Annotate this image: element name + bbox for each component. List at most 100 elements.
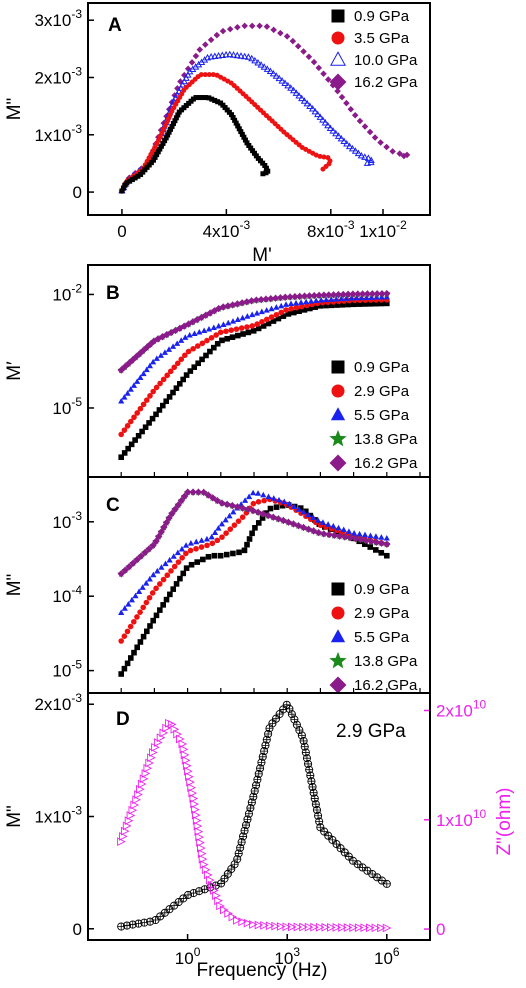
data-point [300,742,309,751]
data-point [255,499,262,505]
marker-cross [175,898,183,906]
data-point [291,293,299,301]
data-point [143,599,150,606]
data-point [151,915,160,925]
x-tick-label: 1x10-2 [359,218,407,241]
data-point [232,117,238,123]
data-point [320,166,326,172]
data-point [295,91,303,99]
data-point [124,816,134,826]
x-tick-exponent: 6 [393,945,400,959]
data-point [183,565,190,571]
data-point [143,580,150,586]
data-point [250,786,259,796]
data-point [188,788,198,798]
data-point [200,556,206,563]
data-point [128,596,135,603]
data-point [356,530,363,537]
data-point [338,93,346,101]
data-point [271,714,281,723]
data-point [312,304,319,310]
y-axis-title: M′ [4,361,25,381]
panel-letter: D [116,709,130,730]
data-point [343,99,350,107]
data-point [208,533,215,540]
data-point [209,96,215,102]
data-point [163,398,169,405]
data-point [157,528,165,536]
data-point [278,77,286,84]
data-point [377,923,386,933]
marker-cross [358,863,367,872]
marker-cross [383,880,391,888]
data-point [167,368,174,375]
data-point [121,665,128,672]
data-point [244,324,250,330]
data-point [134,410,140,416]
data-point [134,644,140,651]
data-point [214,537,221,544]
x-tick-label: 106 [374,945,400,968]
data-point [303,508,309,515]
data-point [321,922,331,932]
data-point [319,116,327,123]
series-5-5-gpa [118,293,390,404]
data-point [182,74,190,81]
legend-label: 16.2 GPa [354,455,418,472]
data-point [238,299,246,307]
data-point [308,298,315,304]
data-point [382,879,391,888]
marker-cross [156,912,164,921]
data-point [174,549,181,556]
data-point [328,302,335,309]
y-tick-label: 0 [73,183,82,202]
data-point [349,923,358,932]
data-point [164,372,170,379]
data-point [258,308,265,315]
marker-cross [341,848,349,856]
data-point [269,69,277,77]
data-point [275,496,283,503]
data-point [300,508,307,515]
data-point [213,332,219,338]
data-point [185,772,194,782]
marker-cross [345,852,353,861]
data-point [131,649,137,656]
data-point [383,534,390,541]
data-point [296,292,304,301]
data-point [140,401,147,408]
marker-cross [349,857,357,865]
legend-marker [331,384,345,398]
data-point [255,325,262,332]
data-point [241,22,248,30]
x-axis-title: M' [252,245,271,266]
data-point [182,334,189,340]
data-point [235,123,241,129]
data-point [320,291,328,299]
data-point [170,121,176,127]
data-point [177,84,185,91]
data-point [195,832,205,842]
marker-cross [220,875,229,883]
legend-label: 0.9 GPa [354,8,410,25]
data-point [132,437,138,443]
data-point [212,97,218,103]
data-point [180,322,188,330]
data-point [165,905,174,914]
data-point [174,897,183,907]
data-point [117,837,126,846]
data-point [244,505,252,514]
data-point [168,509,176,518]
data-point [383,143,390,151]
data-point [209,540,216,547]
data-point [207,52,215,60]
data-point [251,150,257,156]
data-point [143,628,150,635]
data-point [287,300,295,307]
x-tick-label: 0 [117,222,126,241]
tick-exponent: 10 [473,697,487,711]
data-point [238,129,244,135]
data-point [320,827,329,836]
data-point [334,132,343,139]
data-point [332,840,341,849]
